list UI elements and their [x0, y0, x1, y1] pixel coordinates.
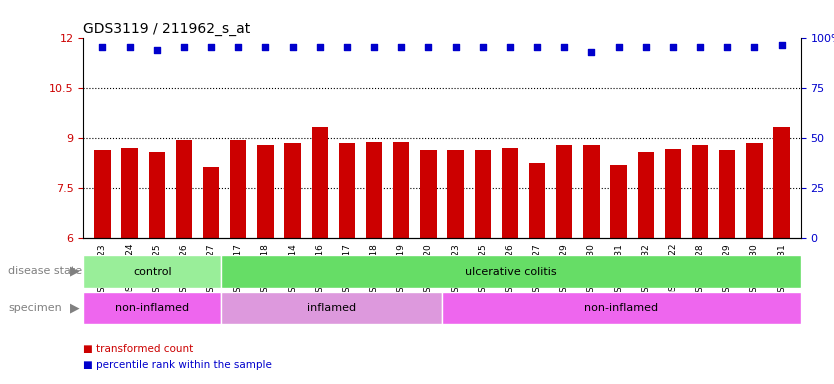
- Text: ▶: ▶: [69, 301, 79, 314]
- Point: [150, 47, 163, 53]
- Point: [721, 44, 734, 50]
- Bar: [746, 143, 762, 384]
- Bar: [148, 152, 165, 384]
- Point: [748, 44, 761, 50]
- Point: [530, 44, 544, 50]
- Bar: [94, 150, 111, 384]
- Point: [286, 44, 299, 50]
- FancyBboxPatch shape: [442, 292, 801, 324]
- Text: inflamed: inflamed: [307, 303, 356, 313]
- Point: [503, 44, 516, 50]
- Text: non-inflamed: non-inflamed: [115, 303, 189, 313]
- Point: [204, 44, 218, 50]
- Text: ulcerative colitis: ulcerative colitis: [465, 266, 557, 277]
- Point: [612, 44, 626, 50]
- Text: ■ transformed count: ■ transformed count: [83, 344, 193, 354]
- Text: GDS3119 / 211962_s_at: GDS3119 / 211962_s_at: [83, 22, 251, 36]
- Bar: [692, 145, 708, 384]
- Bar: [122, 148, 138, 384]
- Bar: [448, 150, 464, 384]
- FancyBboxPatch shape: [221, 292, 442, 324]
- Bar: [773, 127, 790, 384]
- Text: specimen: specimen: [8, 303, 62, 313]
- Bar: [284, 143, 301, 384]
- Point: [232, 44, 245, 50]
- FancyBboxPatch shape: [221, 255, 801, 288]
- Point: [123, 44, 136, 50]
- Text: control: control: [133, 266, 172, 277]
- Point: [340, 44, 354, 50]
- Bar: [230, 140, 246, 384]
- Point: [449, 44, 462, 50]
- Bar: [393, 142, 409, 384]
- Bar: [529, 163, 545, 384]
- Point: [585, 49, 598, 55]
- Bar: [312, 127, 328, 384]
- Point: [775, 42, 788, 48]
- Point: [639, 44, 652, 50]
- Bar: [665, 149, 681, 384]
- Bar: [610, 165, 627, 384]
- Point: [259, 44, 272, 50]
- Bar: [583, 145, 600, 384]
- Bar: [257, 145, 274, 384]
- Bar: [556, 145, 572, 384]
- FancyBboxPatch shape: [83, 255, 221, 288]
- Text: disease state: disease state: [8, 266, 83, 276]
- Point: [666, 44, 680, 50]
- Text: ▶: ▶: [69, 264, 79, 277]
- Bar: [339, 143, 355, 384]
- Point: [422, 44, 435, 50]
- Bar: [366, 142, 382, 384]
- Point: [178, 44, 191, 50]
- Point: [693, 44, 706, 50]
- Text: non-inflamed: non-inflamed: [585, 303, 658, 313]
- Bar: [502, 147, 518, 384]
- Point: [476, 44, 490, 50]
- FancyBboxPatch shape: [83, 292, 221, 324]
- Bar: [719, 150, 736, 384]
- Point: [96, 44, 109, 50]
- Bar: [475, 150, 491, 384]
- Bar: [203, 167, 219, 384]
- Bar: [176, 140, 192, 384]
- Point: [313, 44, 326, 50]
- Text: ■ percentile rank within the sample: ■ percentile rank within the sample: [83, 360, 272, 370]
- Point: [558, 44, 571, 50]
- Point: [394, 44, 408, 50]
- Point: [368, 44, 381, 50]
- Bar: [420, 150, 436, 384]
- Bar: [638, 152, 654, 384]
